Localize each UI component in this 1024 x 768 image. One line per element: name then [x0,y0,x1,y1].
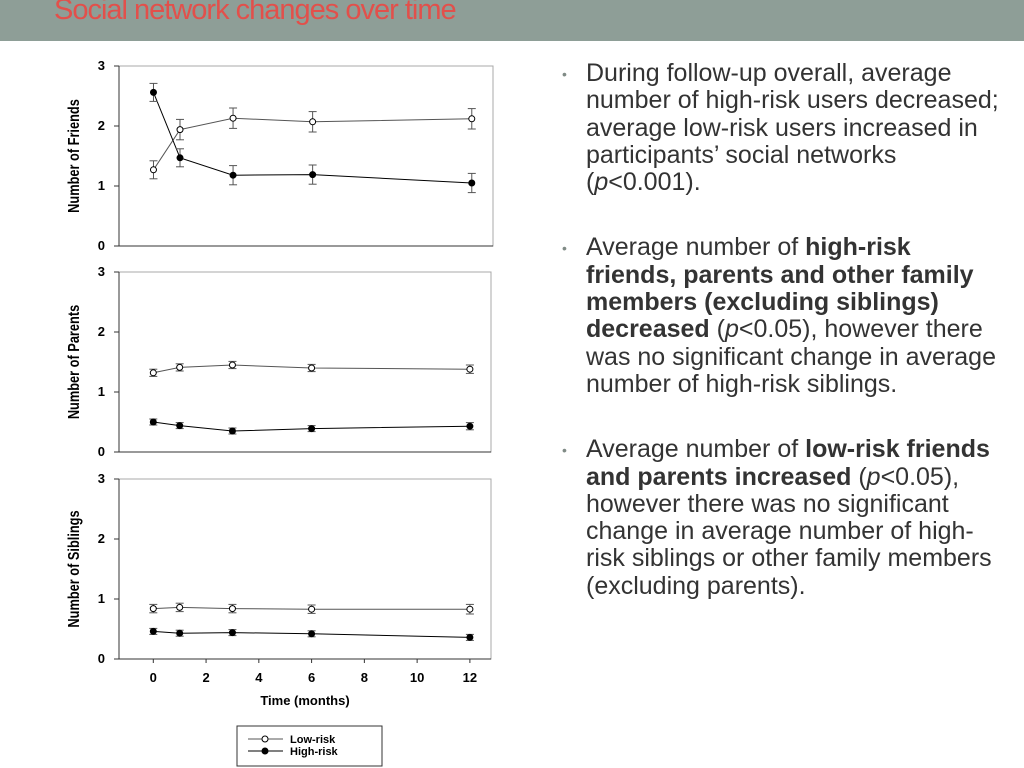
chart-panel: 0 1 2 3 Number of Parents [66,264,492,459]
high-risk-point [308,425,316,433]
low-risk-point [308,364,316,372]
high-risk-point [228,629,236,637]
y-tick-label: 1 [98,384,105,399]
y-axis-label: Number of Friends [66,99,84,213]
low-risk-point [466,365,474,373]
low-risk-point [228,361,236,369]
bullet-text: low-risk friends and parents increased [586,435,990,491]
low-risk-point [176,603,184,611]
plot-frame [118,478,492,660]
bullet-text: <0.05), however there was no significant… [586,315,996,398]
bullet-list: • During follow-up overall, average numbe… [562,59,1002,600]
bullet-text: ( [709,315,725,344]
bullet-text: <0.05), however there was no significant… [586,462,992,600]
low-risk-point [309,118,317,126]
bullet-marker: • [562,442,567,459]
low-risk-point [308,605,316,613]
high-risk-point [468,179,476,187]
high-risk-point [149,88,157,96]
y-tick-label: 2 [98,118,105,133]
low-risk-point [176,126,184,134]
high-risk-point [176,422,184,430]
bullet-text: Average number of [586,435,806,464]
y-tick-label: 3 [98,264,105,279]
title-bar [0,0,1024,41]
bullet-text: p [594,168,609,197]
high-risk-point [176,154,184,162]
high-risk-point [149,418,157,426]
high-risk-point [149,627,157,635]
bullet-text: p [866,462,881,491]
bullet-text: Average number of [586,233,806,262]
y-axis-label: Number of Siblings [66,510,84,627]
bullet-text: <0.001). [608,168,701,197]
y-tick-label: 2 [98,324,105,339]
low-risk-point [468,115,476,123]
low-risk-point [466,605,474,613]
legend-label: High-risk [290,746,339,758]
legend-marker [261,747,269,755]
low-risk-point [176,363,184,371]
low-risk-point [149,605,157,613]
bullet-text: ( [851,462,867,491]
x-tick-label: 12 [463,670,477,685]
x-tick-label: 6 [308,670,315,685]
high-risk-point [229,171,237,179]
x-tick-label: 10 [410,670,424,685]
bullet-text: p [724,315,739,344]
bullet-item: • Average number of low-risk friends and … [562,436,1002,600]
high-risk-point [466,422,474,430]
low-risk-point [229,114,237,122]
high-risk-point [309,171,317,179]
plot-frame [118,65,494,247]
slide-title: Social network changes over time [54,0,457,26]
bullet-marker: • [562,240,567,257]
x-tick-label: 0 [150,670,157,685]
chart-panel: 0 1 2 3 Number of Friends [66,58,494,253]
y-tick-label: 0 [98,444,105,459]
y-tick-label: 1 [98,591,105,606]
y-tick-label: 1 [98,178,105,193]
high-risk-point [308,630,316,638]
legend-box [236,725,383,767]
y-tick-label: 2 [98,531,105,546]
y-tick-label: 0 [98,651,105,666]
bullet-text: During follow-up overall, average number… [586,59,999,197]
y-tick-label: 3 [98,471,105,486]
legend-label: Low-risk [290,734,336,746]
y-tick-label: 0 [98,238,105,253]
x-tick-label: 2 [202,670,209,685]
y-tick-label: 3 [98,58,105,73]
bullet-item: • Average number of high-risk friends, pa… [562,234,1002,398]
legend-marker [261,735,269,743]
low-risk-point [228,605,236,613]
high-risk-point [176,629,184,637]
x-axis-label: Time (months) [260,693,349,708]
bullet-text: high-risk friends, parents and other fam… [586,233,974,344]
low-risk-point [149,369,157,377]
high-risk-point [228,427,236,435]
bullet-marker: • [562,66,567,82]
y-axis-label: Number of Parents [66,305,84,419]
chart-panel: 0 1 2 3 Number of Siblings [66,471,492,666]
x-tick-label: 8 [361,670,368,685]
bullet-item: • During follow-up overall, average numbe… [562,59,1002,197]
x-tick-label: 4 [255,670,263,685]
low-risk-point [149,166,157,174]
high-risk-point [466,633,474,641]
